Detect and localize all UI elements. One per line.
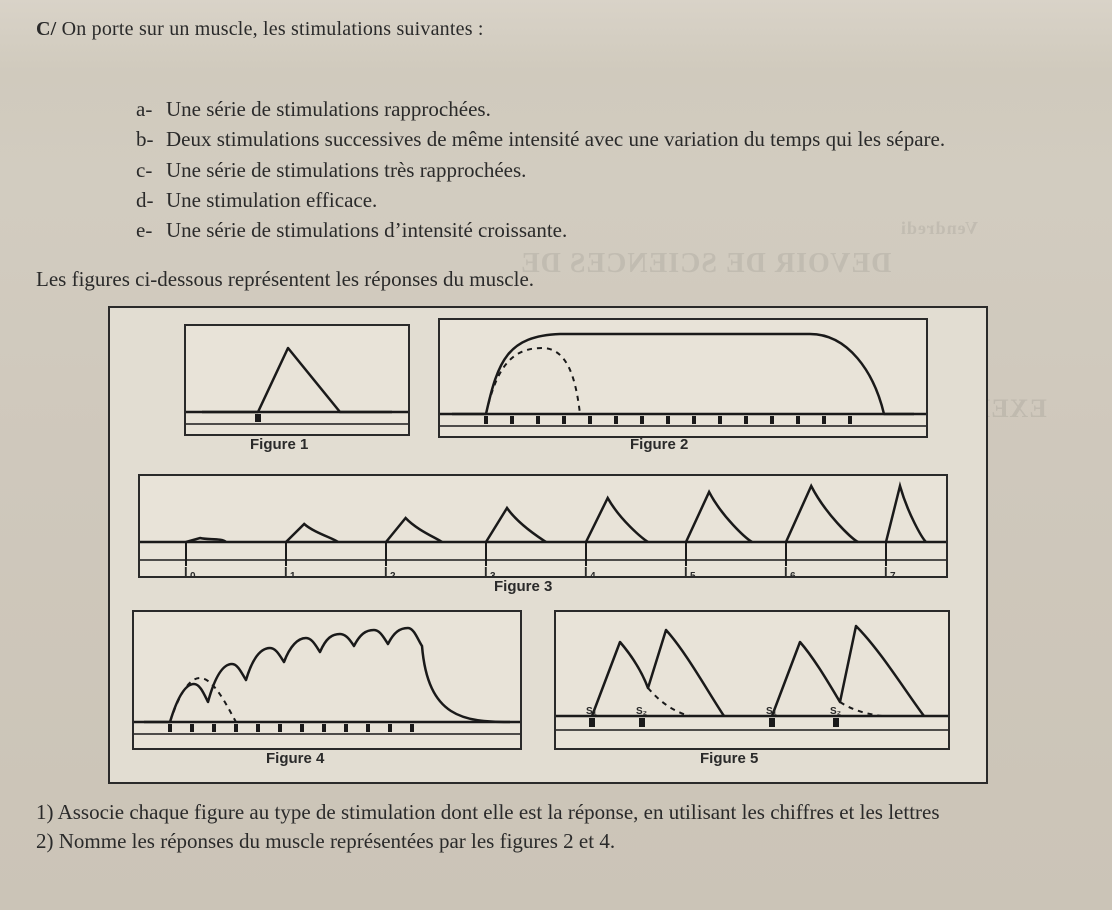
list-item-key: e-	[136, 216, 166, 244]
figure-3-label: Figure 3	[494, 578, 552, 595]
list-item: c-Une série de stimulations très rapproc…	[136, 156, 1084, 184]
svg-text:4: 4	[590, 571, 596, 576]
figures-intro-text: Les figures ci-dessous représentent les …	[36, 267, 1084, 292]
list-item-text: Une série de stimulations très rapproché…	[166, 158, 526, 182]
svg-text:0: 0	[190, 571, 196, 576]
svg-text:I: I	[384, 564, 388, 576]
figures-panel: Figure 1 Figure 2 I0I1I2I3I4I5I6I7 Figur…	[108, 306, 988, 784]
worksheet-page: C/ On porte sur un muscle, les stimulati…	[0, 0, 1112, 910]
svg-text:5: 5	[690, 571, 696, 576]
svg-text:3: 3	[490, 571, 496, 576]
svg-text:I: I	[184, 564, 188, 576]
figure-2-box	[438, 318, 928, 438]
stimulation-list: a-Une série de stimulations rapprochées.…	[136, 95, 1084, 245]
svg-text:I: I	[884, 564, 888, 576]
figure-5-label: Figure 5	[700, 750, 758, 767]
svg-text:I: I	[284, 564, 288, 576]
svg-text:6: 6	[790, 571, 796, 576]
svg-text:2: 2	[390, 571, 396, 576]
figure-4-label: Figure 4	[266, 750, 324, 767]
svg-text:S₂: S₂	[830, 706, 841, 717]
svg-text:1: 1	[290, 571, 296, 576]
figure-4-chart	[134, 612, 520, 748]
list-item-text: Une série de stimulations rapprochées.	[166, 97, 491, 121]
list-item: e-Une série de stimulations d’intensité …	[136, 216, 1084, 244]
svg-text:7: 7	[890, 571, 896, 576]
figure-1-chart	[186, 326, 408, 434]
svg-text:I: I	[784, 564, 788, 576]
figure-4-box	[132, 610, 522, 750]
figure-5-chart: S₁ S₂ S₁ S₂	[556, 612, 948, 748]
svg-text:S₂: S₂	[636, 706, 647, 717]
svg-text:S₁: S₁	[586, 706, 597, 717]
figure-2-label: Figure 2	[630, 436, 688, 453]
figure-1-label: Figure 1	[250, 436, 308, 453]
section-header: C/ On porte sur un muscle, les stimulati…	[36, 18, 1084, 41]
list-item-key: a-	[136, 95, 166, 123]
svg-text:S₁: S₁	[766, 706, 777, 717]
figure-3-box: I0I1I2I3I4I5I6I7	[138, 474, 948, 578]
svg-text:I: I	[684, 564, 688, 576]
list-item-key: b-	[136, 125, 166, 153]
figure-2-chart	[440, 320, 926, 436]
list-item: d-Une stimulation efficace.	[136, 186, 1084, 214]
list-item-key: d-	[136, 186, 166, 214]
section-header-prefix: C/	[36, 18, 56, 40]
list-item-text: Deux stimulations successives de même in…	[166, 127, 945, 151]
questions-block: 1) Associe chaque figure au type de stim…	[36, 798, 1084, 857]
list-item: b-Deux stimulations successives de même …	[136, 125, 1084, 153]
list-item-text: Une série de stimulations d’intensité cr…	[166, 218, 567, 242]
figure-5-box: S₁ S₂ S₁ S₂	[554, 610, 950, 750]
question-1: 1) Associe chaque figure au type de stim…	[36, 798, 1084, 827]
list-item-key: c-	[136, 156, 166, 184]
list-item: a-Une série de stimulations rapprochées.	[136, 95, 1084, 123]
svg-text:I: I	[484, 564, 488, 576]
figure-3-chart: I0I1I2I3I4I5I6I7	[140, 476, 946, 576]
figure-1-box	[184, 324, 410, 436]
question-2: 2) Nomme les réponses du muscle représen…	[36, 827, 1084, 856]
svg-text:I: I	[584, 564, 588, 576]
section-header-text: On porte sur un muscle, les stimulations…	[62, 18, 484, 40]
list-item-text: Une stimulation efficace.	[166, 188, 377, 212]
